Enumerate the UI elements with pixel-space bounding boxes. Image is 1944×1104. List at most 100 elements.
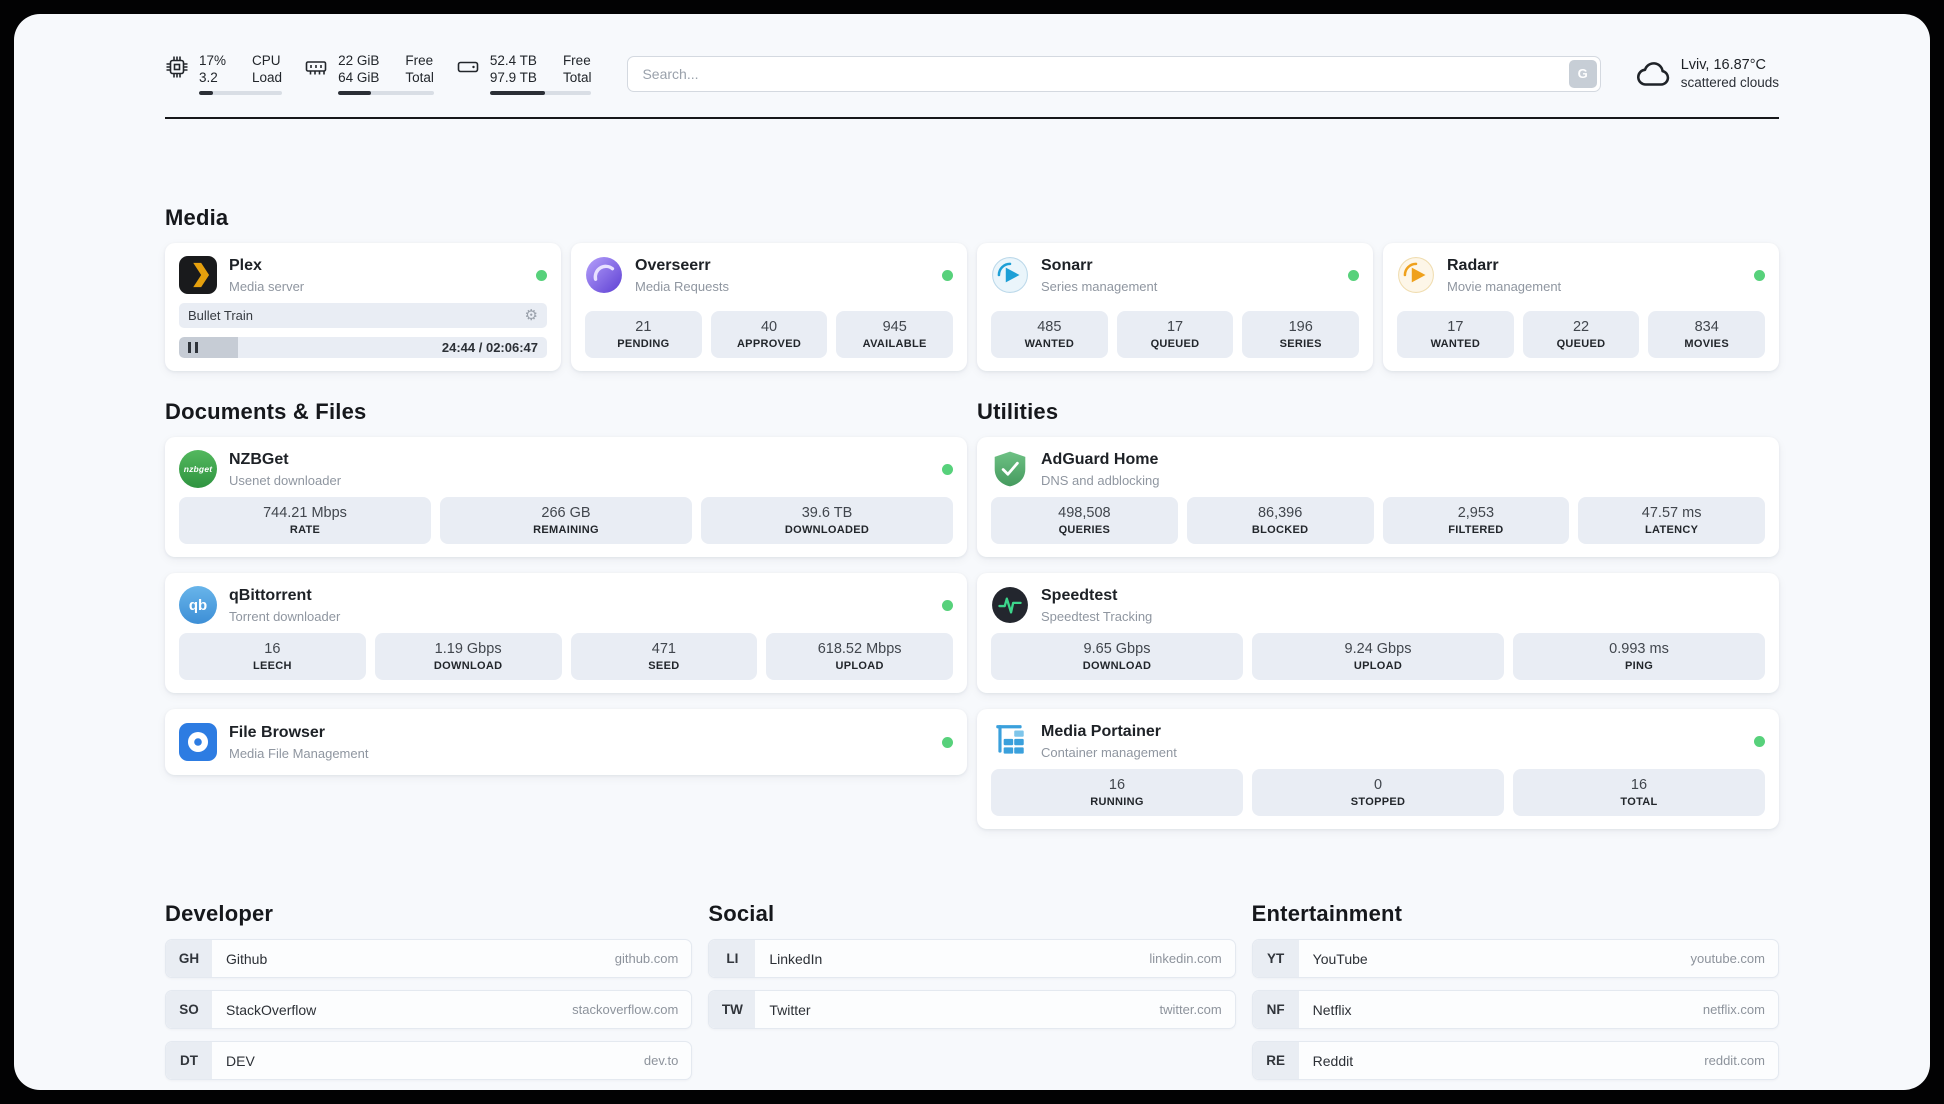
- app-subtitle: DNS and adblocking: [1041, 472, 1160, 488]
- app-name: qBittorrent: [229, 587, 312, 605]
- bookmarks-entertainment: Entertainment YT YouTube youtube.com NF …: [1251, 901, 1779, 1090]
- plex-icon: [179, 256, 217, 294]
- stat-box: 16 LEECH: [179, 633, 366, 680]
- app-name: Media Portainer: [1041, 723, 1162, 741]
- stat-box: 498,508 QUERIES: [991, 497, 1178, 544]
- stat-box: 22 QUEUED: [1522, 311, 1640, 358]
- adguard-icon: [991, 450, 1029, 488]
- app-card-overseerr[interactable]: Overseerr Media Requests 21 PENDING 40 APP…: [571, 243, 967, 371]
- section-title-entertainment: Entertainment: [1251, 901, 1403, 926]
- search-input[interactable]: [627, 55, 1601, 92]
- memory-metric: 22 GiB 64 GiB Free Total: [304, 52, 434, 95]
- bookmark-url: youtube.com: [1690, 951, 1765, 966]
- stat-box: 17 WANTED: [1397, 311, 1514, 358]
- bookmark-dev[interactable]: DT DEV dev.to: [165, 1041, 693, 1080]
- bookmark-name: Reddit: [1312, 1052, 1354, 1069]
- app-subtitle: Usenet downloader: [229, 472, 342, 488]
- cpu-values: 17% 3.2: [199, 53, 227, 85]
- bookmark-abbr: SO: [166, 991, 212, 1028]
- status-dot: [536, 269, 547, 281]
- search-provider-button[interactable]: G: [1568, 59, 1597, 88]
- bookmark-twitter[interactable]: TW Twitter twitter.com: [708, 990, 1236, 1029]
- bookmark-abbr: LI: [709, 940, 756, 977]
- app-subtitle: Torrent downloader: [229, 608, 341, 624]
- cpu-metric: 17% 3.2 CPU Load: [165, 52, 283, 95]
- playback-time: 24:44 / 02:06:47: [441, 340, 538, 355]
- bookmark-name: YouTube: [1312, 950, 1368, 967]
- stat-box: 618.52 Mbps UPLOAD: [766, 633, 953, 680]
- storage-values: 52.4 TB 97.9 TB: [489, 53, 537, 85]
- app-name: File Browser: [229, 724, 326, 742]
- app-name: Plex: [229, 257, 262, 275]
- bookmark-reddit[interactable]: RE Reddit reddit.com: [1251, 1041, 1779, 1080]
- app-card-filebrowser[interactable]: File Browser Media File Management: [165, 709, 967, 775]
- utilities-column: Utilities AdGuard Home DNS and adblockin…: [977, 399, 1779, 829]
- qbittorrent-icon: qb: [179, 586, 217, 624]
- stat-box: 40 APPROVED: [710, 311, 828, 358]
- app-subtitle: Media server: [229, 278, 305, 294]
- bookmark-stackoverflow[interactable]: SO StackOverflow stackoverflow.com: [165, 990, 693, 1029]
- bookmarks-social: Social LI LinkedIn linkedin.com TW Twitt…: [708, 901, 1236, 1090]
- nzbget-icon: nzbget: [179, 450, 217, 488]
- status-dot: [942, 269, 953, 281]
- bookmark-youtube[interactable]: YT YouTube youtube.com: [1251, 939, 1779, 978]
- media-card-grid: Plex Media server Bullet Train ⚙ 24:44 /…: [165, 243, 1779, 371]
- app-subtitle: Movie management: [1447, 278, 1562, 294]
- bookmark-url: netflix.com: [1702, 1002, 1765, 1017]
- stat-box: 0.993 ms PING: [1513, 633, 1765, 680]
- speedtest-icon: [991, 586, 1029, 624]
- app-subtitle: Container management: [1041, 744, 1177, 760]
- section-title-social: Social: [708, 901, 775, 926]
- bookmark-abbr: RE: [1252, 1042, 1299, 1079]
- bookmark-url: dev.to: [643, 1053, 679, 1068]
- memory-icon: [304, 55, 328, 79]
- stat-box: 744.21 Mbps RATE: [179, 497, 431, 544]
- stat-box: 834 MOVIES: [1648, 311, 1766, 358]
- stat-box: 21 PENDING: [585, 311, 702, 358]
- stat-box: 0 STOPPED: [1252, 769, 1504, 816]
- app-name: Speedtest: [1041, 587, 1118, 605]
- now-playing-title: Bullet Train: [188, 308, 254, 323]
- filebrowser-icon: [179, 723, 217, 761]
- app-card-speedtest[interactable]: Speedtest Speedtest Tracking 9.65 Gbps DO…: [977, 573, 1779, 693]
- stat-box: 471 SEED: [570, 633, 758, 680]
- app-card-portainer[interactable]: Media Portainer Container management 16 R…: [977, 709, 1779, 829]
- bookmark-abbr: GH: [166, 940, 212, 977]
- gear-icon[interactable]: ⚙: [524, 307, 538, 324]
- app-card-sonarr[interactable]: Sonarr Series management 485 WANTED 17 QUE…: [977, 243, 1373, 371]
- storage-labels: Free Total: [562, 53, 592, 85]
- overseerr-icon: [585, 256, 623, 294]
- stat-box: 2,953 FILTERED: [1382, 497, 1570, 544]
- app-card-radarr[interactable]: Radarr Movie management 17 WANTED 22 QUEUE…: [1383, 243, 1779, 371]
- section-title-developer: Developer: [165, 901, 274, 926]
- disk-icon: [456, 55, 480, 79]
- bookmark-netflix[interactable]: NF Netflix netflix.com: [1251, 990, 1779, 1029]
- app-card-adguard[interactable]: AdGuard Home DNS and adblocking 498,508 Q…: [977, 437, 1779, 557]
- bookmarks-developer: Developer GH Github github.com SO StackO…: [165, 901, 693, 1090]
- storage-progress-bar: [489, 91, 592, 95]
- bookmark-abbr: NF: [1252, 991, 1299, 1028]
- bookmark-name: Twitter: [769, 1001, 811, 1018]
- bookmark-url: github.com: [614, 951, 679, 966]
- section-title-utilities: Utilities: [977, 399, 1059, 424]
- pause-icon[interactable]: [188, 342, 198, 353]
- app-card-nzbget[interactable]: nzbget NZBGet Usenet downloader 744.21 M…: [165, 437, 967, 557]
- app-card-qbittorrent[interactable]: qb qBittorrent Torrent downloader 16 LEEC…: [165, 573, 967, 693]
- sonarr-icon: [991, 256, 1029, 294]
- cloud-icon: [1635, 56, 1671, 92]
- status-dot: [942, 736, 953, 748]
- bookmark-url: stackoverflow.com: [572, 1002, 679, 1017]
- stat-box: 16 RUNNING: [991, 769, 1243, 816]
- search-bar: G: [627, 55, 1601, 92]
- status-dot: [1348, 269, 1359, 281]
- bookmark-linkedin[interactable]: LI LinkedIn linkedin.com: [708, 939, 1236, 978]
- cpu-labels: CPU Load: [252, 53, 283, 85]
- playback-progress-bar[interactable]: 24:44 / 02:06:47: [179, 337, 547, 358]
- documents-column: Documents & Files nzbget NZBGet Usenet d…: [165, 399, 967, 829]
- weather-location: Lviv, 16.87°C: [1680, 57, 1767, 73]
- bookmark-github[interactable]: GH Github github.com: [165, 939, 693, 978]
- bookmark-name: DEV: [226, 1052, 255, 1069]
- status-dot: [942, 599, 953, 611]
- stat-box: 47.57 ms LATENCY: [1578, 497, 1765, 544]
- app-card-plex[interactable]: Plex Media server Bullet Train ⚙ 24:44 /…: [165, 243, 561, 371]
